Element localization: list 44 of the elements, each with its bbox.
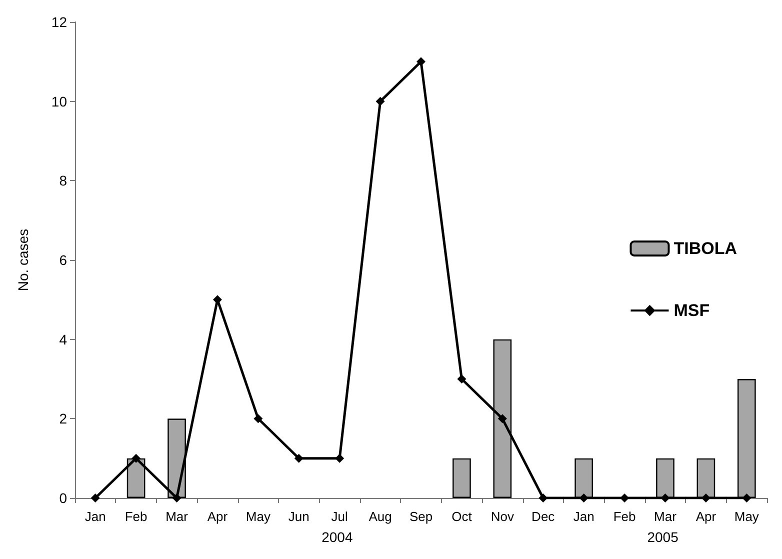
x-tick-label: Jan bbox=[84, 509, 106, 524]
point bbox=[742, 494, 752, 502]
point bbox=[660, 494, 670, 502]
point bbox=[172, 494, 182, 502]
x-tick-label: Sep bbox=[409, 509, 433, 524]
point bbox=[579, 494, 588, 502]
y-tick-label: 10 bbox=[51, 93, 68, 110]
y-tick-label: 4 bbox=[59, 331, 68, 348]
x-tick-label: Nov bbox=[490, 509, 514, 524]
x-tick-label: May bbox=[246, 509, 271, 524]
x-tick-label: Aug bbox=[368, 509, 392, 524]
y-tick-label: 8 bbox=[59, 172, 68, 189]
point bbox=[335, 454, 344, 463]
legend-label: TIBOLA bbox=[674, 239, 738, 258]
x-tick-label: Mar bbox=[166, 509, 189, 524]
x-tick-label: Apr bbox=[696, 509, 717, 524]
x-tick-label: Jul bbox=[331, 509, 348, 524]
point bbox=[90, 494, 100, 502]
x-tick-label: Oct bbox=[452, 509, 472, 524]
y-tick-label: 0 bbox=[59, 490, 68, 506]
y-tick-label: 6 bbox=[59, 252, 68, 268]
y-axis-title: No. cases bbox=[15, 228, 31, 292]
point bbox=[457, 374, 466, 384]
y-tick-label: 2 bbox=[59, 410, 68, 427]
point bbox=[376, 96, 385, 106]
legend-label: MSF bbox=[674, 301, 710, 320]
y-tick-label: 12 bbox=[51, 14, 68, 30]
point bbox=[538, 494, 548, 502]
x-tick-label: Feb bbox=[613, 509, 636, 524]
point bbox=[132, 454, 141, 463]
text: 2004 bbox=[322, 529, 353, 545]
point bbox=[254, 414, 263, 424]
point bbox=[294, 454, 304, 463]
x-tick-label: Apr bbox=[207, 509, 228, 524]
x-tick-label: Jan bbox=[573, 509, 594, 524]
x-tick-label: May bbox=[734, 509, 760, 524]
x-tick-label: Feb bbox=[124, 509, 148, 524]
x-tick-label: Jun bbox=[288, 509, 310, 524]
bar bbox=[452, 458, 471, 498]
x-tick-label: Mar bbox=[654, 509, 678, 524]
point bbox=[498, 414, 507, 424]
x-tick-label: Dec bbox=[532, 509, 556, 524]
text: 2005 bbox=[647, 529, 679, 545]
point bbox=[416, 57, 426, 66]
